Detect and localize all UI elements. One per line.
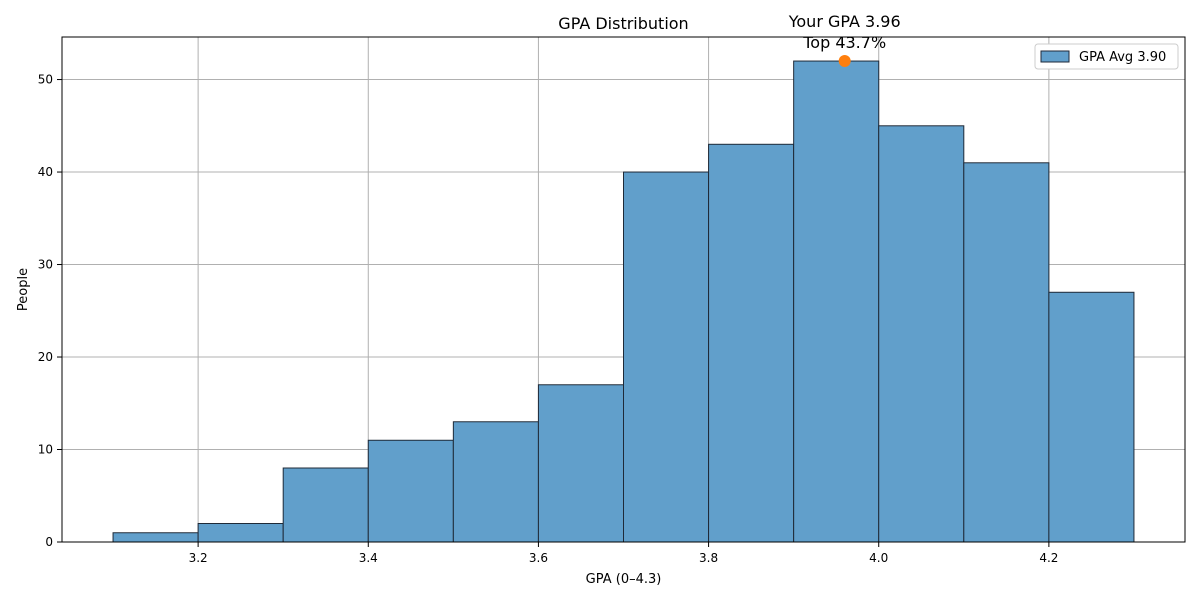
y-axis-ticks: 0 10 20 30 40 50 — [38, 73, 62, 549]
histogram-bar — [963, 162, 1050, 543]
x-axis-label: GPA (0–4.3) — [586, 572, 662, 587]
histogram-bar — [878, 125, 965, 543]
y-axis-label: People — [16, 268, 31, 311]
histogram-bar — [112, 532, 199, 543]
histogram-bar — [197, 523, 284, 543]
y-tick-label: 10 — [38, 443, 53, 457]
x-tick-label: 3.4 — [359, 551, 378, 565]
plot-area-frame — [61, 36, 1186, 543]
histogram-bar — [708, 143, 795, 543]
y-tick-label: 20 — [38, 350, 53, 364]
chart-title: GPA Distribution — [558, 14, 688, 33]
legend-swatch — [1040, 50, 1070, 63]
x-tick-label: 4.0 — [869, 551, 888, 565]
legend-box — [1034, 43, 1179, 70]
histogram-bar — [623, 171, 710, 543]
your-gpa-label: Your GPA 3.96 — [788, 12, 901, 31]
y-tick-label: 40 — [38, 165, 53, 179]
y-tick-label: 0 — [45, 535, 53, 549]
legend-label: GPA Avg 3.90 — [1079, 50, 1166, 65]
histogram-bar — [452, 421, 539, 543]
histogram-bars — [112, 60, 1135, 543]
x-tick-label: 4.2 — [1039, 551, 1058, 565]
x-axis-ticks: 3.2 3.4 3.6 3.8 4.0 4.2 — [189, 542, 1058, 565]
top-percent-label: Top 43.7% — [802, 33, 886, 52]
histogram-bar — [1048, 291, 1135, 543]
y-tick-label: 30 — [38, 258, 53, 272]
histogram-bar — [282, 467, 369, 543]
x-tick-label: 3.8 — [699, 551, 718, 565]
histogram-bar — [793, 60, 880, 543]
y-tick-label: 50 — [38, 73, 53, 87]
histogram-bar — [537, 384, 625, 543]
x-tick-label: 3.2 — [189, 551, 208, 565]
x-tick-label: 3.6 — [529, 551, 548, 565]
histogram-bar — [367, 439, 454, 543]
legend: GPA Avg 3.90 — [1034, 43, 1179, 70]
your-gpa-marker — [838, 55, 851, 68]
